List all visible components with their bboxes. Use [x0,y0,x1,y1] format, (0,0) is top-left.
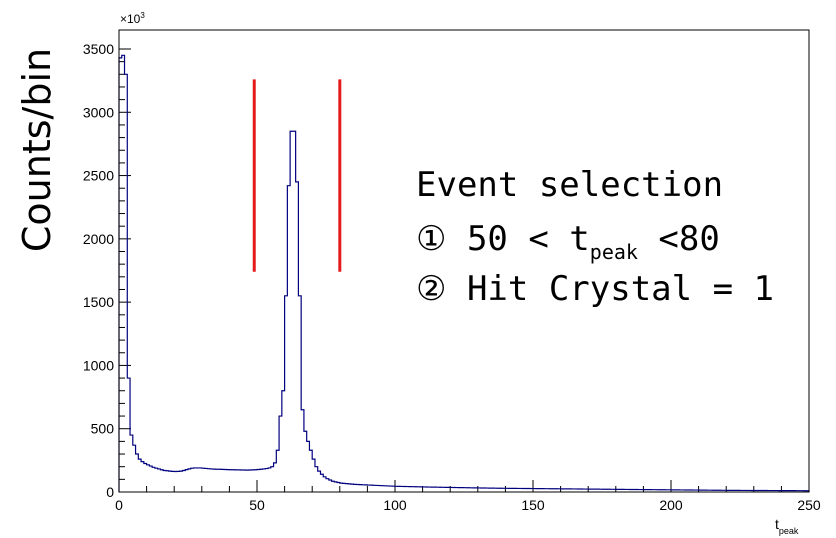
selection-lines [252,79,342,272]
x-tick-label: 0 [115,497,123,513]
y-axis-title: Counts/bin [15,48,59,252]
x-tick-label: 50 [249,497,265,513]
y-tick-label: 0 [106,484,114,500]
y-tick-label: 3000 [83,104,114,120]
x-tick-label: 100 [383,497,407,513]
y-tick-label: 1000 [83,357,114,373]
y-tick-label: 500 [91,421,115,437]
x-tick-label: 150 [521,497,545,513]
annotation-time-cut: ① 50 < tpeak <80 [416,219,720,264]
annotation-hit-crystal: ② Hit Crystal = 1 [416,269,774,309]
x-tick-label: 200 [659,497,683,513]
y-axis-multiplier: ×103 [120,11,145,26]
y-tick-label: 2000 [83,231,114,247]
annotation-text: Event selection ① 50 < tpeak <80 ② Hit C… [416,165,774,309]
annotation-event-selection: Event selection [416,165,723,205]
y-tick-label: 1500 [83,294,114,310]
histogram-series [118,54,810,492]
x-axis-ticks: 0 50 100 150 200 250 [115,480,821,513]
y-axis-ticks: 0 500 1000 1500 2000 2500 3000 3500 [83,41,131,500]
plot-frame [118,29,810,493]
y-tick-label: 2500 [83,168,114,184]
y-tick-label: 3500 [83,41,114,57]
x-axis-title: tpeak [775,516,799,536]
x-tick-label: 250 [797,497,821,513]
